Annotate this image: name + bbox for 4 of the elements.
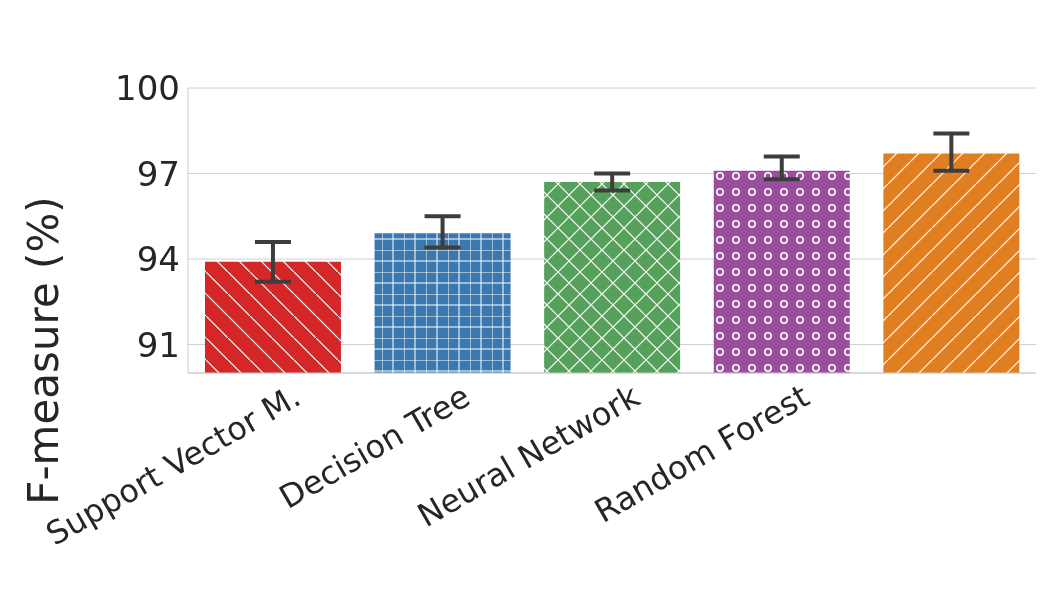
y-tick-label: 91 [136,324,180,365]
y-tick-label: 94 [136,239,180,280]
y-tick-label: 100 [115,68,180,109]
y-tick-label: 97 [136,153,180,194]
